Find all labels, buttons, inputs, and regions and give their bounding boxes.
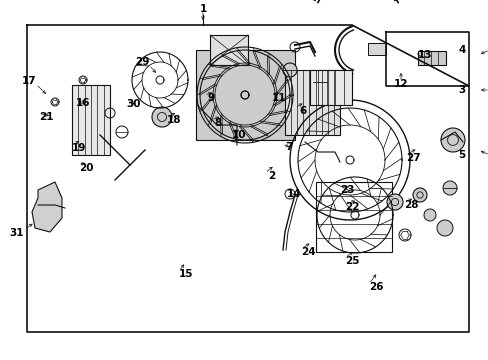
Text: 22: 22 — [344, 202, 359, 212]
Text: 19: 19 — [72, 143, 86, 153]
Text: 27: 27 — [405, 153, 420, 163]
Text: 15: 15 — [179, 269, 193, 279]
Text: 28: 28 — [403, 200, 417, 210]
Polygon shape — [436, 220, 452, 236]
Text: 1: 1 — [199, 4, 206, 14]
Text: 6: 6 — [299, 106, 306, 116]
Text: 18: 18 — [166, 115, 181, 125]
Text: 5: 5 — [457, 150, 465, 160]
Text: 16: 16 — [76, 98, 90, 108]
Bar — [315, 182, 391, 252]
Text: 2: 2 — [268, 171, 275, 181]
Text: 13: 13 — [417, 50, 431, 60]
Text: 29: 29 — [135, 57, 149, 67]
Text: 4: 4 — [457, 45, 465, 55]
Text: 23: 23 — [339, 185, 353, 195]
Text: 17: 17 — [21, 76, 36, 86]
Polygon shape — [386, 194, 402, 210]
Bar — [309, 70, 351, 105]
Bar — [285, 70, 339, 135]
Text: 24: 24 — [300, 247, 315, 257]
Bar — [209, 35, 247, 65]
Polygon shape — [423, 209, 435, 221]
Text: 10: 10 — [231, 130, 246, 140]
Text: 3: 3 — [457, 85, 465, 95]
Bar — [417, 51, 445, 65]
Text: 7: 7 — [285, 142, 292, 152]
Bar — [72, 85, 110, 155]
Polygon shape — [412, 188, 426, 202]
Text: 8: 8 — [214, 118, 221, 128]
Polygon shape — [196, 50, 294, 140]
Text: 30: 30 — [126, 99, 141, 109]
Polygon shape — [152, 107, 172, 127]
Polygon shape — [283, 63, 296, 77]
Text: 12: 12 — [393, 79, 407, 89]
Polygon shape — [442, 181, 456, 195]
Text: 25: 25 — [344, 256, 359, 266]
Text: 31: 31 — [10, 228, 24, 238]
Text: 20: 20 — [79, 163, 93, 173]
Text: 14: 14 — [286, 189, 301, 199]
Bar — [367, 43, 385, 55]
Text: 26: 26 — [368, 282, 383, 292]
Text: 9: 9 — [207, 93, 214, 103]
Text: 11: 11 — [271, 93, 285, 103]
Polygon shape — [440, 128, 464, 152]
Polygon shape — [312, 75, 326, 89]
Polygon shape — [32, 182, 62, 232]
Text: 21: 21 — [39, 112, 53, 122]
